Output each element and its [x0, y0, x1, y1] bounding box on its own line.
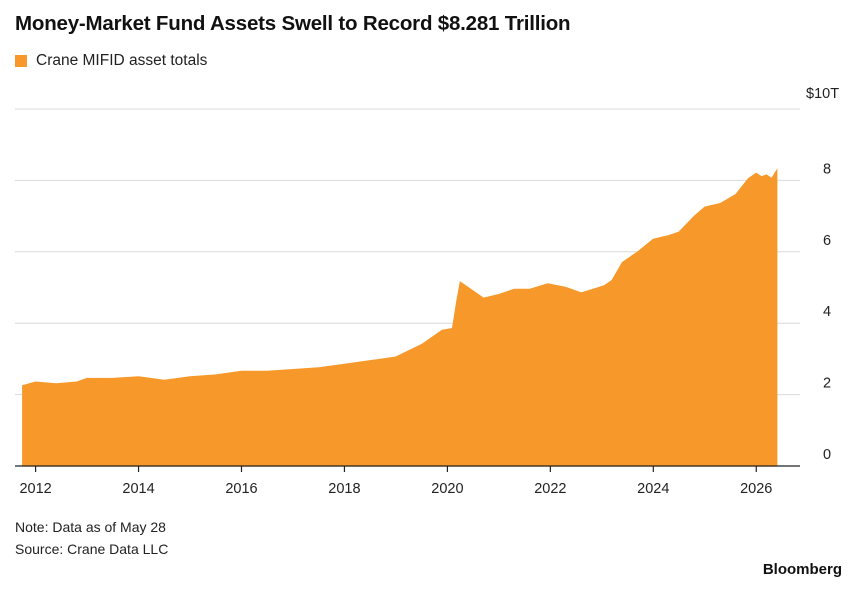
x-tick-label: 2018	[328, 481, 360, 497]
y-tick-label: 4	[823, 304, 831, 320]
y-tick-label: 0	[823, 447, 831, 463]
x-tick-label: 2024	[637, 481, 669, 497]
chart-title: Money-Market Fund Assets Swell to Record…	[15, 12, 571, 35]
y-tick-label: 8	[823, 161, 831, 177]
x-tick-label: 2022	[534, 481, 566, 497]
legend: Crane MIFID asset totals	[15, 52, 207, 70]
y-axis-unit-label: $10T	[806, 86, 840, 102]
bloomberg-logo: Bloomberg	[762, 561, 842, 578]
area-series	[22, 168, 778, 467]
x-tick-label: 2016	[225, 481, 257, 497]
x-axis: 2012 2014 2016 2018 2020 2022 2024 2026	[15, 465, 800, 497]
series-area	[22, 168, 778, 467]
x-tick-label: 2026	[740, 481, 772, 497]
note-text: Note: Data as of May 28	[15, 519, 166, 535]
x-tick-label: 2012	[19, 481, 51, 497]
legend-label: Crane MIFID asset totals	[36, 52, 208, 69]
y-tick-label: 2	[823, 376, 831, 392]
source-text: Source: Crane Data LLC	[15, 541, 169, 557]
y-axis: 0 2 4 6 8	[823, 161, 831, 463]
x-tick-label: 2020	[431, 481, 463, 497]
notes: Note: Data as of May 28 Source: Crane Da…	[15, 516, 168, 560]
legend-swatch	[15, 55, 27, 67]
y-tick-label: 6	[823, 233, 831, 249]
x-tick-label: 2014	[122, 481, 154, 497]
